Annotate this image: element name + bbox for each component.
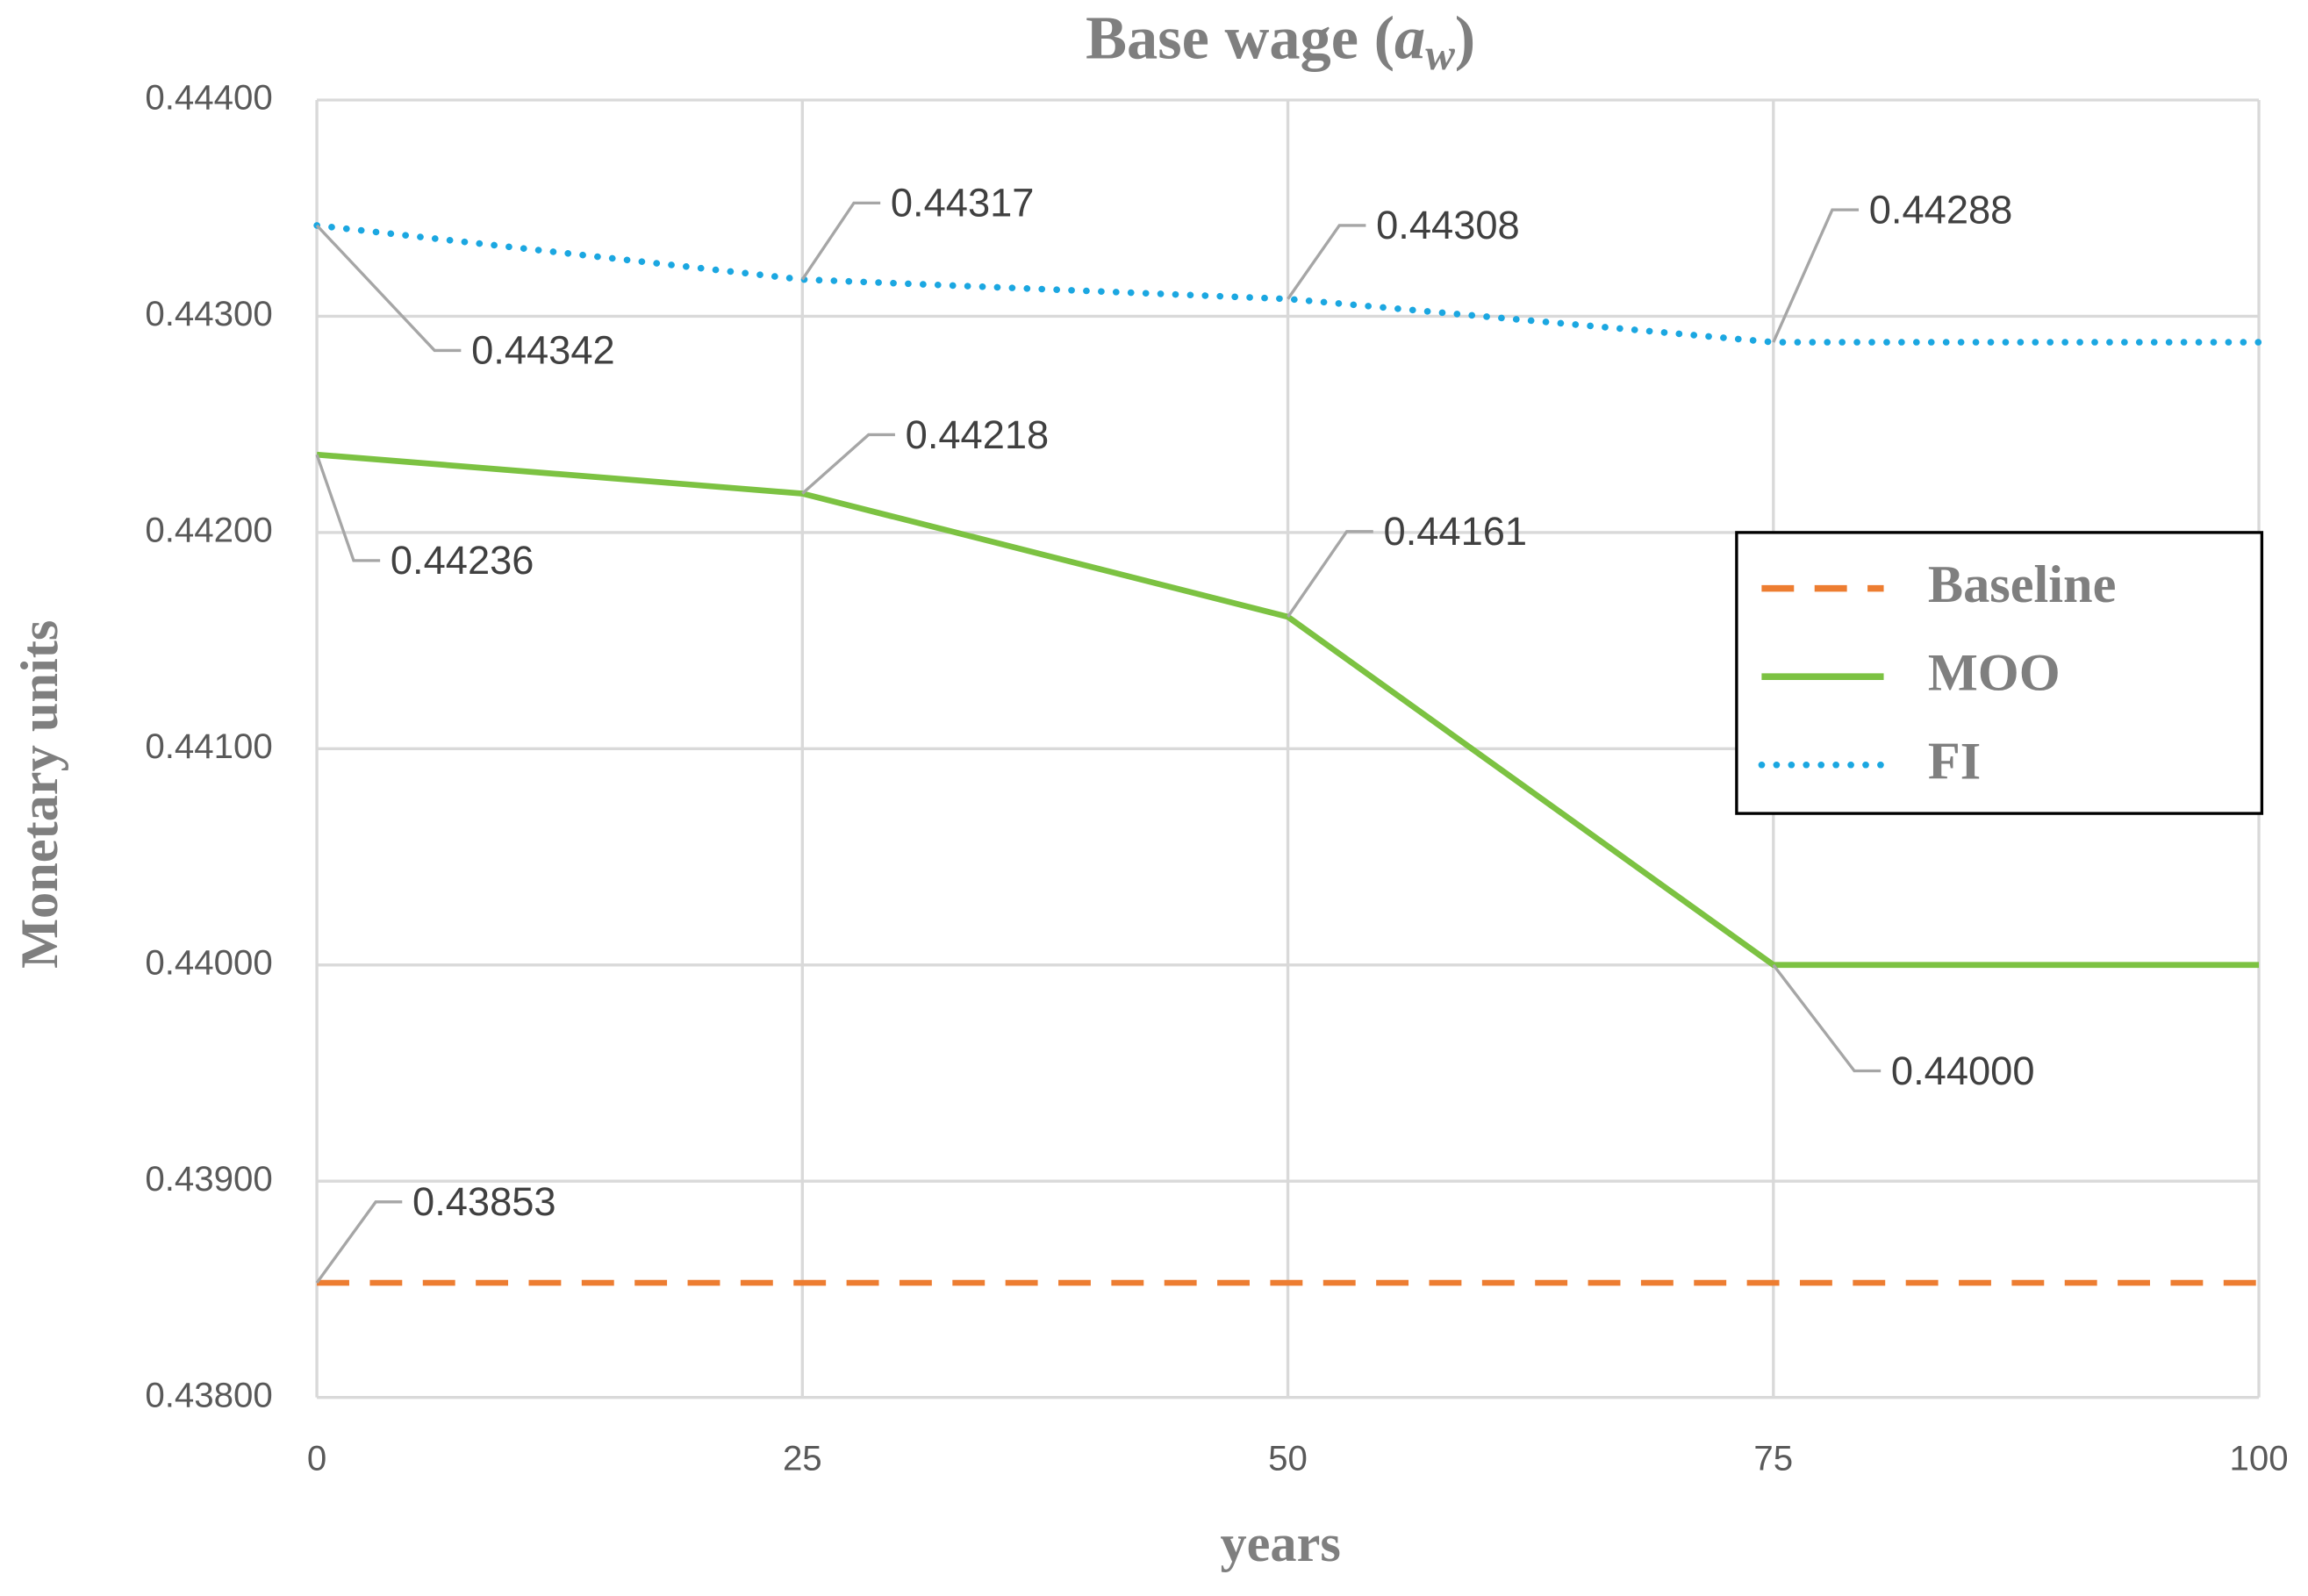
data-label: 0.44288: [1869, 187, 2013, 232]
y-tick-label: 0.44100: [145, 726, 272, 766]
data-label: 0.44236: [391, 538, 534, 583]
leader-line: [315, 224, 462, 353]
x-tick-label: 25: [783, 1438, 822, 1478]
x-axis-label: years: [1220, 1514, 1340, 1573]
data-label: 0.44218: [906, 412, 1050, 457]
leader-line: [1287, 530, 1373, 618]
leader-line: [315, 454, 381, 562]
leader-line: [801, 433, 895, 495]
title-subscript: w: [1425, 30, 1455, 79]
y-tick-label: 0.44200: [145, 511, 272, 550]
x-tick-label: 0: [307, 1438, 326, 1478]
y-tick-label: 0.43900: [145, 1159, 272, 1199]
x-tick-label: 100: [2229, 1438, 2288, 1478]
legend-label: FI: [1928, 732, 1981, 791]
series-line: [313, 222, 2262, 346]
leader-line: [800, 201, 881, 281]
chart-title: Base wage (aw): [1086, 4, 1475, 78]
leader-line: [315, 1200, 403, 1285]
legend-label: Baseline: [1928, 555, 2117, 614]
data-label: 0.44308: [1376, 203, 1520, 247]
y-axis-label: Monetary units: [11, 620, 69, 969]
legend: Baseline MOO FI: [1735, 531, 2264, 815]
x-tick-label: 50: [1268, 1438, 1308, 1478]
data-label: 0.43853: [412, 1179, 556, 1224]
data-label: 0.44317: [891, 181, 1035, 225]
y-tick-label: 0.44300: [145, 294, 272, 333]
leader-line: [1772, 208, 1860, 343]
y-tick-label: 0.43800: [145, 1375, 272, 1414]
title-text: Base wage (: [1086, 4, 1394, 72]
y-tick-label: 0.44400: [145, 78, 272, 118]
data-label: 0.44161: [1384, 509, 1528, 554]
title-symbol: a: [1394, 4, 1425, 72]
leader-line: [1772, 963, 1882, 1073]
series-line: [316, 451, 2260, 969]
y-tick-label: 0.44000: [145, 942, 272, 982]
legend-label: MOO: [1928, 644, 2061, 703]
x-tick-label: 75: [1753, 1438, 1793, 1478]
legend-box: [1735, 531, 2264, 815]
data-label: 0.44342: [471, 328, 615, 373]
title-text: ): [1455, 4, 1475, 72]
leader-line: [1287, 224, 1366, 300]
data-label: 0.44000: [1891, 1048, 2035, 1093]
